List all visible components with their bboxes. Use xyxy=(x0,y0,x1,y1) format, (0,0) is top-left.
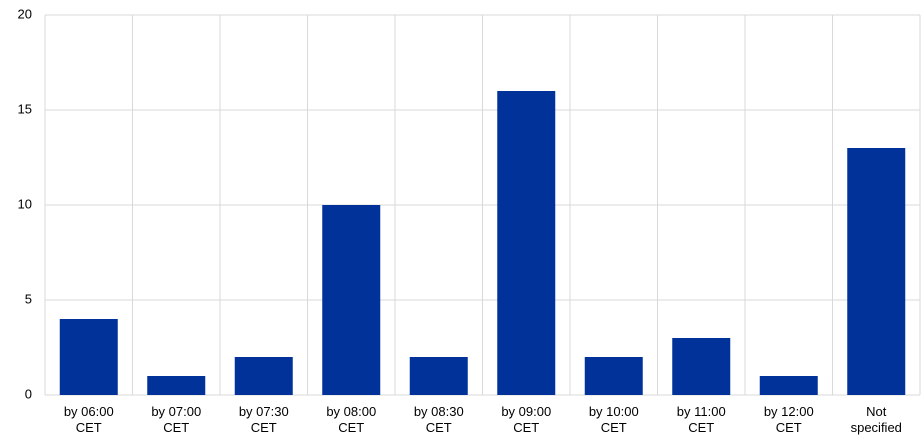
x-tick-label: by 07:00 CET xyxy=(151,404,201,435)
bar xyxy=(322,205,381,395)
bar xyxy=(147,376,206,395)
x-tick-label: by 06:00 CET xyxy=(64,404,114,435)
x-tick-label: by 08:30 CET xyxy=(414,404,464,435)
bar xyxy=(584,357,643,395)
y-tick-label: 5 xyxy=(25,291,32,306)
y-tick-label: 10 xyxy=(18,196,32,211)
x-tick-label: by 10:00 CET xyxy=(589,404,639,435)
bar xyxy=(847,148,906,395)
bar xyxy=(409,357,468,395)
x-tick-label: by 12:00 CET xyxy=(764,404,814,435)
bar xyxy=(234,357,293,395)
bar xyxy=(672,338,731,395)
y-tick-label: 15 xyxy=(18,101,32,116)
x-tick-label: by 09:00 CET xyxy=(501,404,551,435)
bar xyxy=(759,376,818,395)
x-tick-label: by 08:00 CET xyxy=(326,404,376,435)
bar xyxy=(497,91,556,395)
x-tick-label: by 07:30 CET xyxy=(239,404,289,435)
y-tick-label: 0 xyxy=(25,386,32,401)
x-tick-label: Not specified xyxy=(851,404,902,435)
x-tick-label: by 11:00 CET xyxy=(677,404,726,435)
y-tick-label: 20 xyxy=(18,6,32,21)
bar xyxy=(59,319,118,395)
